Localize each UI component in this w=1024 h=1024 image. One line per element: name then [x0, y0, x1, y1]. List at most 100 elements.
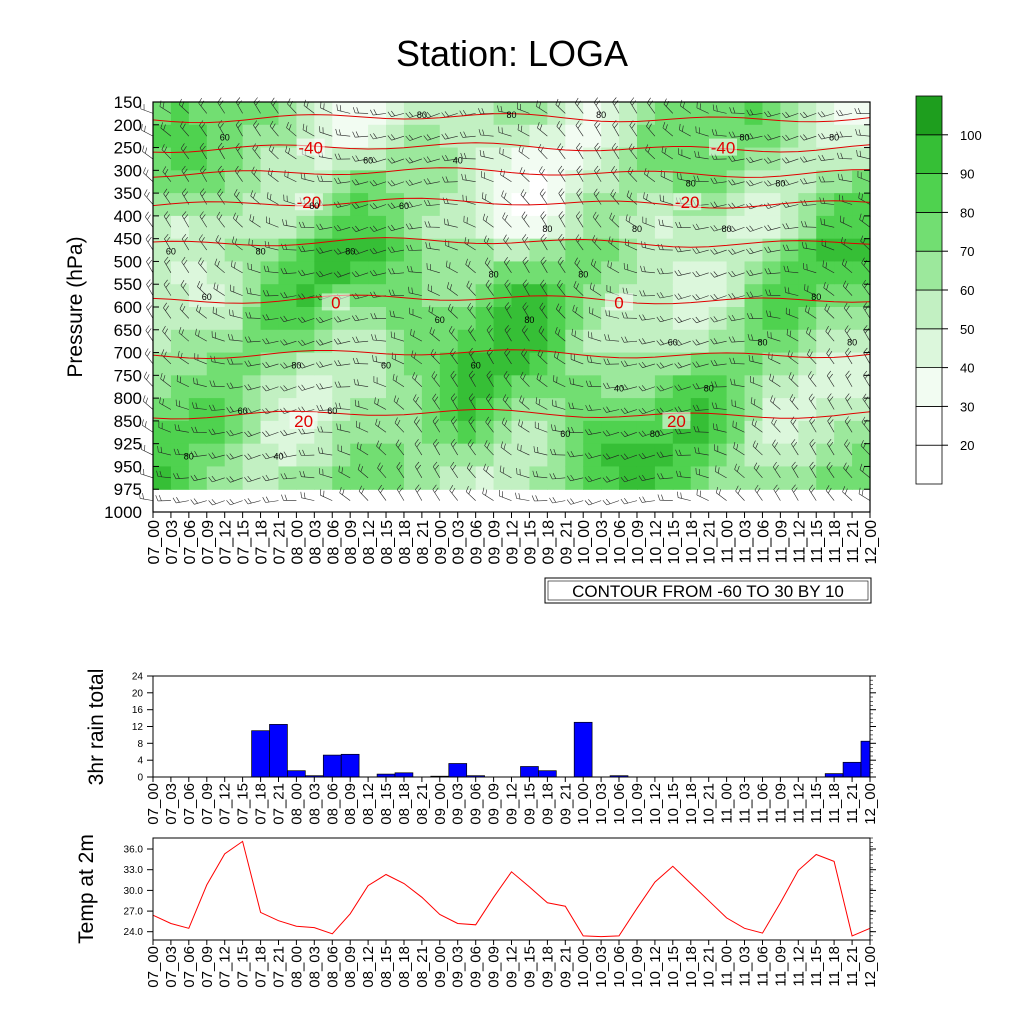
humidity-cell	[314, 307, 333, 331]
wind-barb	[592, 211, 602, 228]
humidity-contour-label: 40	[453, 156, 463, 166]
wind-barb	[575, 120, 584, 137]
humidity-cell	[260, 398, 280, 422]
humidity-cell	[242, 261, 262, 285]
humidity-cell	[153, 170, 172, 194]
humidity-cell	[780, 147, 799, 171]
humidity-cell	[421, 124, 441, 149]
humidity-contour-label: 60	[202, 292, 212, 302]
humidity-cell	[601, 102, 620, 126]
humidity-cell	[726, 420, 746, 445]
humidity-cell	[636, 215, 656, 240]
wind-barb	[333, 271, 351, 278]
humidity-cell	[368, 124, 387, 149]
humidity-cell	[493, 352, 513, 376]
wind-barb	[550, 424, 566, 433]
humidity-cell	[780, 307, 799, 331]
wind-barb	[351, 248, 369, 255]
wind-barb	[352, 107, 369, 114]
humidity-cell	[403, 193, 423, 217]
humidity-cell	[493, 329, 513, 354]
wind-barb	[782, 244, 799, 251]
time-tick-label: 11_21	[845, 520, 862, 563]
humidity-cell	[636, 193, 656, 217]
humidity-cell	[368, 420, 387, 445]
humidity-cell	[726, 352, 746, 376]
wind-barb	[640, 265, 655, 274]
humidity-cell	[403, 352, 423, 376]
humidity-cell	[583, 466, 602, 490]
humidity-cell	[260, 147, 280, 171]
time-tick-label: 08_00	[288, 946, 305, 988]
humidity-cell	[690, 443, 710, 468]
humidity-cell	[188, 261, 208, 285]
wind-barb	[693, 175, 709, 183]
humidity-cell	[601, 261, 620, 285]
wind-barb	[372, 355, 387, 365]
humidity-cell	[780, 420, 799, 445]
wind-barb	[549, 473, 566, 480]
humidity-cell	[547, 193, 566, 217]
wind-barb	[443, 218, 458, 228]
wind-barb	[556, 120, 566, 137]
wind-barb	[764, 224, 781, 231]
humidity-cell	[529, 443, 548, 468]
humidity-cell	[583, 443, 602, 468]
humidity-cell	[565, 443, 584, 468]
colorbar-swatch	[915, 173, 943, 213]
humidity-cell	[816, 329, 835, 354]
humidity-cell	[619, 124, 638, 149]
time-tick-label: 07_21	[272, 520, 289, 565]
wind-barb	[467, 439, 476, 456]
time-tick-label: 08_21	[415, 520, 432, 565]
pressure-tick-label: 600	[114, 298, 142, 317]
wind-barb	[584, 428, 602, 435]
wind-barb	[450, 461, 458, 478]
wind-barb	[588, 331, 602, 342]
time-tick-label: 08_18	[397, 520, 414, 565]
wind-barb	[190, 498, 207, 505]
humidity-cell	[314, 215, 333, 240]
wind-barb	[226, 499, 243, 506]
humidity-cell	[170, 102, 190, 126]
wind-barb	[334, 381, 351, 388]
wind-barb	[516, 102, 530, 114]
humidity-cell	[726, 329, 746, 354]
humidity-cell	[296, 261, 315, 285]
wind-barb	[711, 402, 727, 410]
humidity-cell	[583, 398, 602, 422]
humidity-cell	[690, 147, 710, 171]
wind-barb	[728, 155, 745, 162]
humidity-cell	[852, 443, 871, 468]
humidity-contour-label: 80	[829, 133, 839, 143]
wind-barb	[432, 393, 441, 410]
humidity-contour-label: 80	[704, 383, 714, 393]
y-tick-label: 36.0	[124, 845, 144, 856]
humidity-cell	[762, 443, 781, 468]
humidity-cell	[529, 238, 548, 263]
humidity-cell	[260, 307, 280, 331]
wind-barb	[711, 381, 727, 388]
wind-barb	[676, 470, 691, 479]
wind-barb	[710, 359, 727, 366]
wind-barb	[584, 476, 602, 483]
temperature-contour-line	[152, 237, 871, 248]
wind-barb	[338, 465, 351, 479]
y-axis-label: 3hr rain total	[85, 669, 108, 786]
wind-barb	[499, 147, 512, 160]
humidity-cell	[708, 215, 728, 240]
humidity-cells	[153, 102, 871, 490]
wind-barb	[280, 385, 297, 392]
time-tick-label: 07_03	[163, 783, 180, 825]
time-tick-label: 09_06	[468, 783, 485, 825]
humidity-cell	[601, 420, 620, 445]
humidity-cell	[242, 420, 262, 445]
humidity-cell	[403, 398, 423, 422]
wind-barb	[164, 256, 172, 273]
wind-barb	[208, 475, 225, 483]
wind-barb	[842, 280, 853, 296]
pressure-tick-label: 950	[114, 457, 142, 476]
wind-barb	[843, 302, 853, 319]
humidity-cell	[654, 307, 674, 331]
wind-barb	[540, 211, 548, 228]
